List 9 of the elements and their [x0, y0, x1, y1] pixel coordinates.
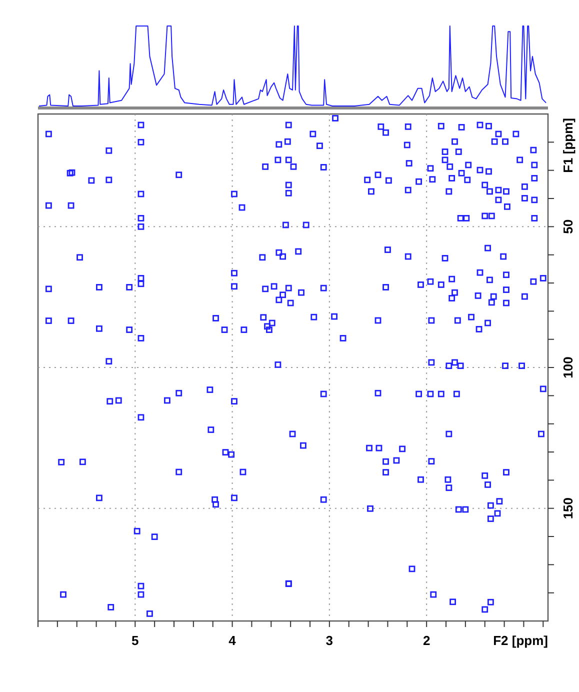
y-tick-label: 50	[560, 219, 576, 234]
y-axis-title: F1 [ppm]	[560, 118, 576, 173]
y-tick-label: 150	[560, 497, 576, 520]
x-tick-label: 3	[326, 633, 334, 648]
x-tick-label: 5	[132, 633, 139, 648]
y-tick-label: 100	[560, 356, 576, 378]
x-tick-label: 4	[228, 633, 237, 648]
x-axis-title: F2 [ppm]	[493, 633, 548, 648]
x-tick-label: 2	[422, 633, 430, 648]
